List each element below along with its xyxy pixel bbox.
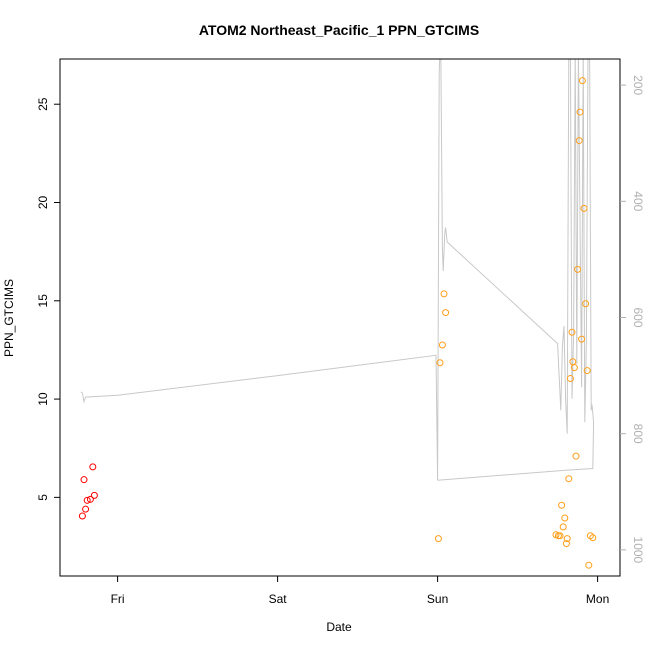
y2-tick-label: 400 [631,191,645,211]
y-tick-label: 10 [36,392,50,406]
y-tick-label: 15 [36,294,50,308]
plot-frame [59,58,621,577]
y-axis: 5 10 15 20 25 [36,97,60,501]
data-point-red [90,491,98,499]
data-point-orange [589,534,597,542]
data-point-orange [561,514,569,522]
data-point-orange [436,359,444,367]
right-axis: 200 400 600 800 1000 [620,75,645,564]
y-tick-label: 20 [36,196,50,210]
data-point-orange [559,523,567,531]
data-point-orange [580,204,588,212]
data-point-red [89,463,97,471]
data-point-red [82,505,90,513]
data-point-orange [583,367,591,375]
data-point-orange [578,335,586,343]
y-tick-label: 25 [36,97,50,111]
x-tick-label: Sun [427,592,448,606]
data-point-orange [568,328,576,336]
y-axis-label: PPN_GTCIMS [2,279,16,357]
data-point-orange [575,137,583,145]
x-tick-label: Fri [111,592,125,606]
data-point-red [86,495,94,503]
data-point-red [80,476,88,484]
x-tick-label: Sat [269,592,288,606]
chart-title: ATOM2 Northeast_Pacific_1 PPN_GTCIMS [199,22,479,38]
x-tick-label: Mon [586,592,609,606]
y-tick-label: 5 [36,494,50,501]
y2-tick-label: 600 [631,307,645,327]
data-point-orange [570,364,578,372]
y2-tick-label: 200 [631,75,645,95]
y2-tick-label: 1000 [631,537,645,564]
data-point-orange [582,300,590,308]
y2-tick-label: 800 [631,424,645,444]
data-point-orange [574,265,582,273]
data-point-orange [565,475,573,483]
data-point-orange [585,561,593,569]
data-point-orange [576,108,584,116]
data-point-orange [578,77,586,85]
plot-area [78,59,597,569]
data-point-orange [440,290,448,298]
data-point-orange [442,309,450,317]
data-point-orange [572,452,580,460]
data-point-orange [558,501,566,509]
x-axis-label: Date [326,620,352,634]
data-point-red [83,496,91,504]
data-point-orange [438,341,446,349]
data-point-orange [434,535,442,543]
altitude-line [80,59,595,481]
data-point-orange [566,374,574,382]
data-point-red [78,512,86,520]
data-point-orange [556,532,564,540]
data-point-orange [562,540,570,548]
data-point-orange [563,535,571,543]
x-axis: Fri Sat Sun Mon [111,575,609,606]
